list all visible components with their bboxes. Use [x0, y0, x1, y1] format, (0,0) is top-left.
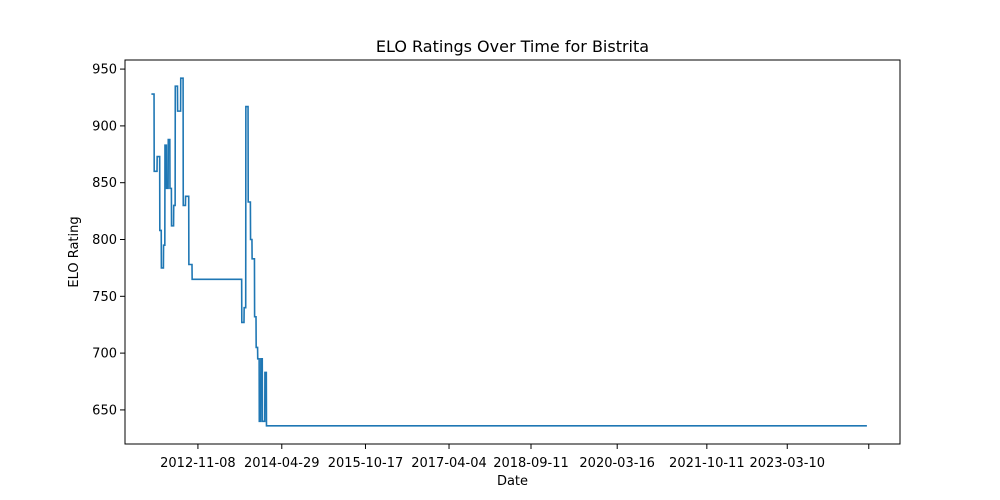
chart-title: ELO Ratings Over Time for Bistrita: [376, 37, 649, 56]
y-axis: 650 700 750 800 850 900 950: [92, 63, 125, 418]
plot-area: [124, 59, 901, 445]
x-tick-label: 2020-03-16: [579, 456, 655, 471]
x-axis-label: Date: [497, 474, 528, 489]
y-tick-label: 950: [92, 63, 117, 78]
y-tick-label: 700: [92, 347, 117, 362]
y-tick-label: 900: [92, 119, 117, 134]
series-line-bistrita: [151, 77, 867, 427]
y-tick-label: 750: [92, 290, 117, 305]
x-tick-label: 2021-10-11: [669, 456, 745, 471]
x-tick-label: 2018-09-11: [493, 456, 569, 471]
x-tick-label: 2012-11-08: [160, 456, 236, 471]
x-tick-label: 2017-04-04: [411, 456, 487, 471]
y-tick-label: 650: [92, 403, 117, 418]
x-tick-label: 2015-10-17: [328, 456, 404, 471]
x-tick-label: 2023-03-10: [749, 456, 825, 471]
x-tick-label: 2014-04-29: [244, 456, 320, 471]
x-axis: 2012-11-08 2014-04-29 2015-10-17 2017-04-04…: [160, 444, 870, 471]
y-tick-label: 800: [92, 233, 117, 248]
y-axis-label: ELO Rating: [67, 216, 82, 287]
plot-frame: [124, 59, 901, 445]
y-tick-label: 850: [92, 176, 117, 191]
